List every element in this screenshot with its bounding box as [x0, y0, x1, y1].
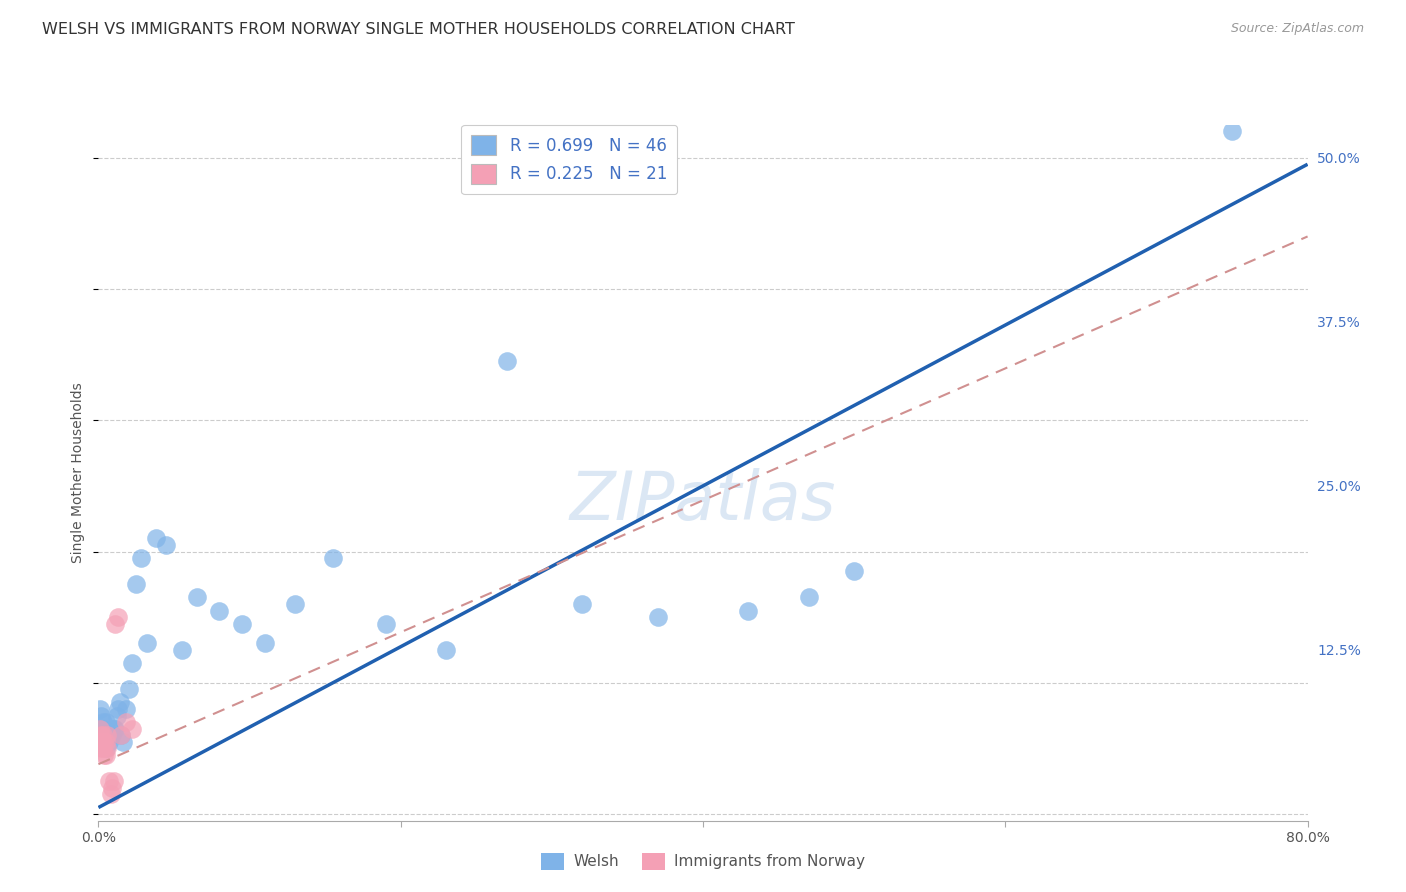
- Point: [108, 696, 131, 710]
- Point: [94, 715, 117, 730]
- Point: [93, 735, 115, 749]
- Point: [96, 728, 118, 742]
- Point: [145, 532, 167, 546]
- Point: [93, 747, 115, 762]
- Point: [110, 728, 132, 742]
- Legend: Welsh, Immigrants from Norway: Welsh, Immigrants from Norway: [536, 847, 870, 876]
- Point: [104, 722, 127, 736]
- Point: [98, 774, 121, 789]
- Point: [96, 741, 118, 756]
- Point: [844, 564, 866, 578]
- Point: [571, 597, 593, 611]
- Point: [105, 708, 128, 723]
- Point: [91, 741, 114, 756]
- Point: [103, 722, 125, 736]
- Point: [737, 604, 759, 618]
- Point: [101, 780, 124, 795]
- Point: [186, 591, 208, 605]
- Y-axis label: Single Mother Households: Single Mother Households: [72, 383, 86, 563]
- Point: [100, 728, 122, 742]
- Text: WELSH VS IMMIGRANTS FROM NORWAY SINGLE MOTHER HOUSEHOLDS CORRELATION CHART: WELSH VS IMMIGRANTS FROM NORWAY SINGLE M…: [42, 22, 794, 37]
- Point: [208, 604, 231, 618]
- Point: [125, 577, 148, 591]
- Point: [94, 741, 117, 756]
- Point: [121, 656, 143, 670]
- Point: [107, 702, 129, 716]
- Point: [1220, 124, 1243, 138]
- Point: [91, 715, 114, 730]
- Point: [111, 735, 134, 749]
- Text: Source: ZipAtlas.com: Source: ZipAtlas.com: [1230, 22, 1364, 36]
- Point: [155, 538, 177, 552]
- Point: [495, 354, 517, 368]
- Point: [91, 735, 114, 749]
- Point: [129, 551, 152, 566]
- Point: [94, 747, 117, 762]
- Point: [100, 788, 122, 802]
- Point: [91, 728, 114, 742]
- Point: [91, 728, 114, 742]
- Point: [90, 728, 112, 742]
- Point: [101, 728, 124, 742]
- Point: [104, 616, 127, 631]
- Point: [374, 616, 396, 631]
- Point: [284, 597, 307, 611]
- Point: [100, 722, 122, 736]
- Point: [107, 610, 129, 624]
- Point: [89, 722, 111, 736]
- Point: [90, 722, 112, 736]
- Point: [90, 708, 112, 723]
- Point: [135, 636, 157, 650]
- Point: [434, 643, 457, 657]
- Point: [93, 722, 115, 736]
- Point: [89, 702, 111, 716]
- Point: [231, 616, 253, 631]
- Text: ZIPatlas: ZIPatlas: [569, 467, 837, 533]
- Point: [647, 610, 669, 624]
- Point: [797, 591, 820, 605]
- Point: [94, 735, 117, 749]
- Point: [90, 741, 112, 756]
- Point: [121, 722, 143, 736]
- Point: [98, 735, 121, 749]
- Point: [253, 636, 276, 650]
- Point: [322, 551, 344, 566]
- Point: [93, 735, 115, 749]
- Point: [103, 774, 125, 789]
- Point: [114, 702, 136, 716]
- Point: [170, 643, 193, 657]
- Point: [114, 715, 136, 730]
- Point: [89, 735, 111, 749]
- Point: [118, 682, 141, 697]
- Point: [110, 728, 132, 742]
- Point: [96, 728, 118, 742]
